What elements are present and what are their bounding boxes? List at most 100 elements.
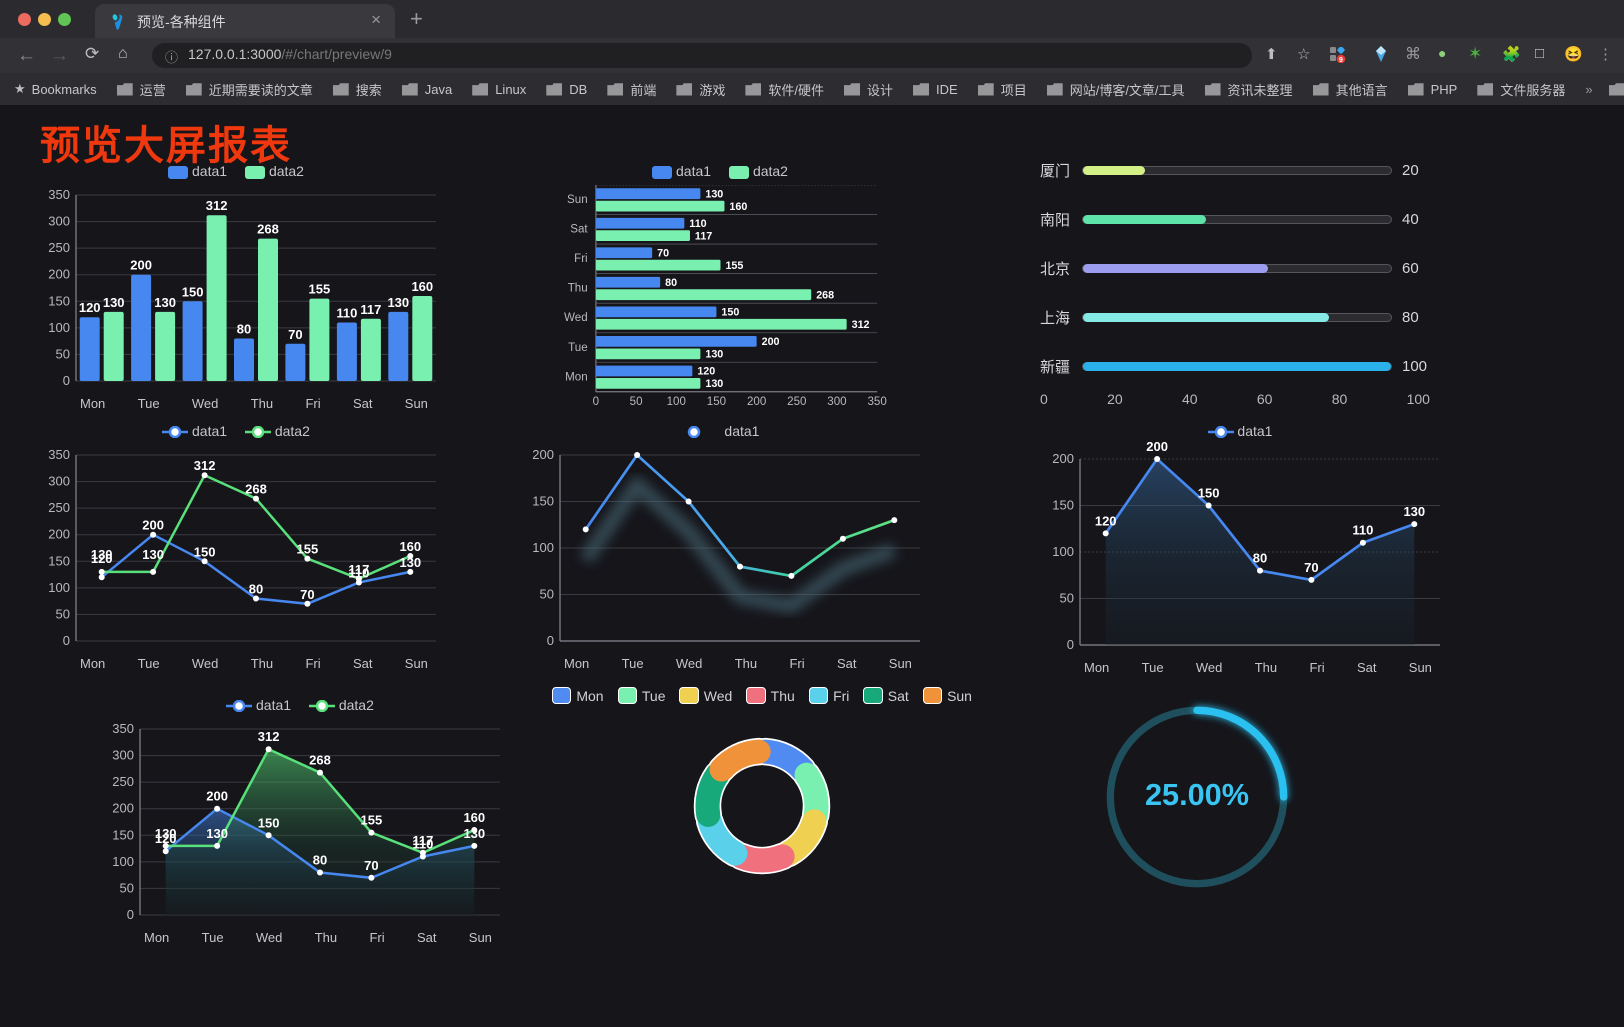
svg-text:80: 80 [237, 322, 251, 337]
svg-text:80: 80 [313, 853, 327, 868]
svg-text:160: 160 [411, 279, 433, 294]
svg-text:350: 350 [868, 396, 887, 408]
svg-text:0: 0 [593, 396, 599, 408]
svg-text:Thu: Thu [568, 283, 588, 295]
svg-text:117: 117 [695, 230, 712, 242]
svg-text:120: 120 [1095, 513, 1117, 528]
svg-text:50: 50 [120, 880, 134, 895]
svg-text:Mon: Mon [565, 371, 588, 383]
svg-text:50: 50 [540, 587, 554, 602]
svg-text:70: 70 [657, 247, 669, 259]
svg-text:110: 110 [689, 218, 706, 230]
svg-text:150: 150 [48, 293, 70, 308]
svg-text:150: 150 [182, 284, 204, 299]
svg-text:100: 100 [48, 580, 70, 595]
svg-text:150: 150 [194, 544, 216, 559]
svg-text:150: 150 [258, 815, 280, 830]
svg-text:250: 250 [48, 500, 70, 515]
svg-text:130: 130 [463, 826, 485, 841]
svg-text:150: 150 [1052, 498, 1074, 513]
svg-text:350: 350 [48, 187, 70, 202]
svg-text:155: 155 [361, 813, 383, 828]
svg-text:70: 70 [364, 858, 378, 873]
svg-text:268: 268 [816, 289, 834, 301]
svg-text:155: 155 [297, 542, 319, 557]
svg-text:120: 120 [697, 366, 715, 378]
svg-text:155: 155 [725, 260, 743, 272]
svg-text:110: 110 [336, 306, 357, 321]
svg-text:312: 312 [852, 319, 870, 331]
svg-text:130: 130 [142, 547, 164, 562]
svg-text:80: 80 [1253, 551, 1267, 566]
svg-text:Fri: Fri [574, 253, 588, 265]
svg-text:130: 130 [705, 378, 723, 390]
svg-text:150: 150 [532, 494, 554, 509]
svg-text:300: 300 [827, 396, 846, 408]
svg-text:50: 50 [630, 396, 643, 408]
svg-text:250: 250 [787, 396, 806, 408]
svg-text:200: 200 [747, 396, 766, 408]
svg-text:0: 0 [63, 373, 70, 388]
svg-text:100: 100 [532, 540, 554, 555]
svg-text:100: 100 [48, 320, 70, 335]
svg-text:70: 70 [288, 327, 302, 342]
svg-text:130: 130 [155, 826, 177, 841]
svg-text:80: 80 [665, 277, 677, 289]
svg-text:130: 130 [103, 295, 125, 310]
svg-text:100: 100 [667, 396, 686, 408]
svg-text:130: 130 [91, 547, 113, 562]
svg-text:300: 300 [112, 748, 134, 763]
svg-text:80: 80 [249, 582, 263, 597]
svg-text:110: 110 [1352, 523, 1373, 538]
svg-text:200: 200 [206, 789, 228, 804]
svg-text:155: 155 [309, 282, 331, 297]
svg-text:312: 312 [258, 729, 280, 744]
svg-text:Tue: Tue [568, 342, 588, 354]
svg-text:350: 350 [112, 721, 134, 736]
svg-text:200: 200 [112, 801, 134, 816]
svg-text:350: 350 [48, 447, 70, 462]
svg-text:150: 150 [112, 827, 134, 842]
svg-text:268: 268 [257, 222, 279, 237]
svg-text:200: 200 [1052, 451, 1074, 466]
svg-text:150: 150 [1198, 486, 1220, 501]
svg-text:0: 0 [63, 633, 70, 648]
svg-text:100: 100 [112, 854, 134, 869]
svg-text:50: 50 [56, 346, 70, 361]
svg-text:25.00%: 25.00% [1145, 778, 1249, 812]
svg-text:50: 50 [56, 606, 70, 621]
svg-text:150: 150 [707, 396, 726, 408]
svg-text:Sat: Sat [570, 224, 588, 236]
svg-text:130: 130 [154, 295, 176, 310]
svg-text:160: 160 [729, 201, 747, 213]
svg-text:70: 70 [300, 587, 314, 602]
svg-text:70: 70 [1304, 560, 1318, 575]
svg-text:117: 117 [412, 833, 433, 848]
svg-text:0: 0 [127, 907, 134, 922]
svg-text:117: 117 [360, 302, 381, 317]
svg-text:312: 312 [194, 458, 216, 473]
svg-text:250: 250 [112, 774, 134, 789]
svg-text:250: 250 [48, 240, 70, 255]
svg-text:200: 200 [532, 447, 554, 462]
svg-text:160: 160 [399, 539, 421, 554]
svg-text:160: 160 [463, 810, 485, 825]
svg-text:0: 0 [547, 633, 554, 648]
svg-text:300: 300 [48, 214, 70, 229]
svg-text:130: 130 [206, 826, 228, 841]
svg-text:117: 117 [348, 562, 369, 577]
svg-text:Sun: Sun [567, 194, 588, 206]
svg-text:130: 130 [705, 349, 723, 361]
svg-text:200: 200 [762, 336, 780, 348]
svg-text:130: 130 [705, 188, 723, 200]
svg-text:130: 130 [399, 555, 421, 570]
svg-text:120: 120 [79, 300, 101, 315]
svg-text:150: 150 [48, 553, 70, 568]
svg-text:300: 300 [48, 474, 70, 489]
svg-text:130: 130 [387, 295, 409, 310]
svg-text:200: 200 [1146, 439, 1168, 454]
svg-text:200: 200 [48, 527, 70, 542]
svg-text:268: 268 [309, 753, 331, 768]
svg-text:200: 200 [130, 258, 152, 273]
svg-text:150: 150 [721, 307, 739, 319]
